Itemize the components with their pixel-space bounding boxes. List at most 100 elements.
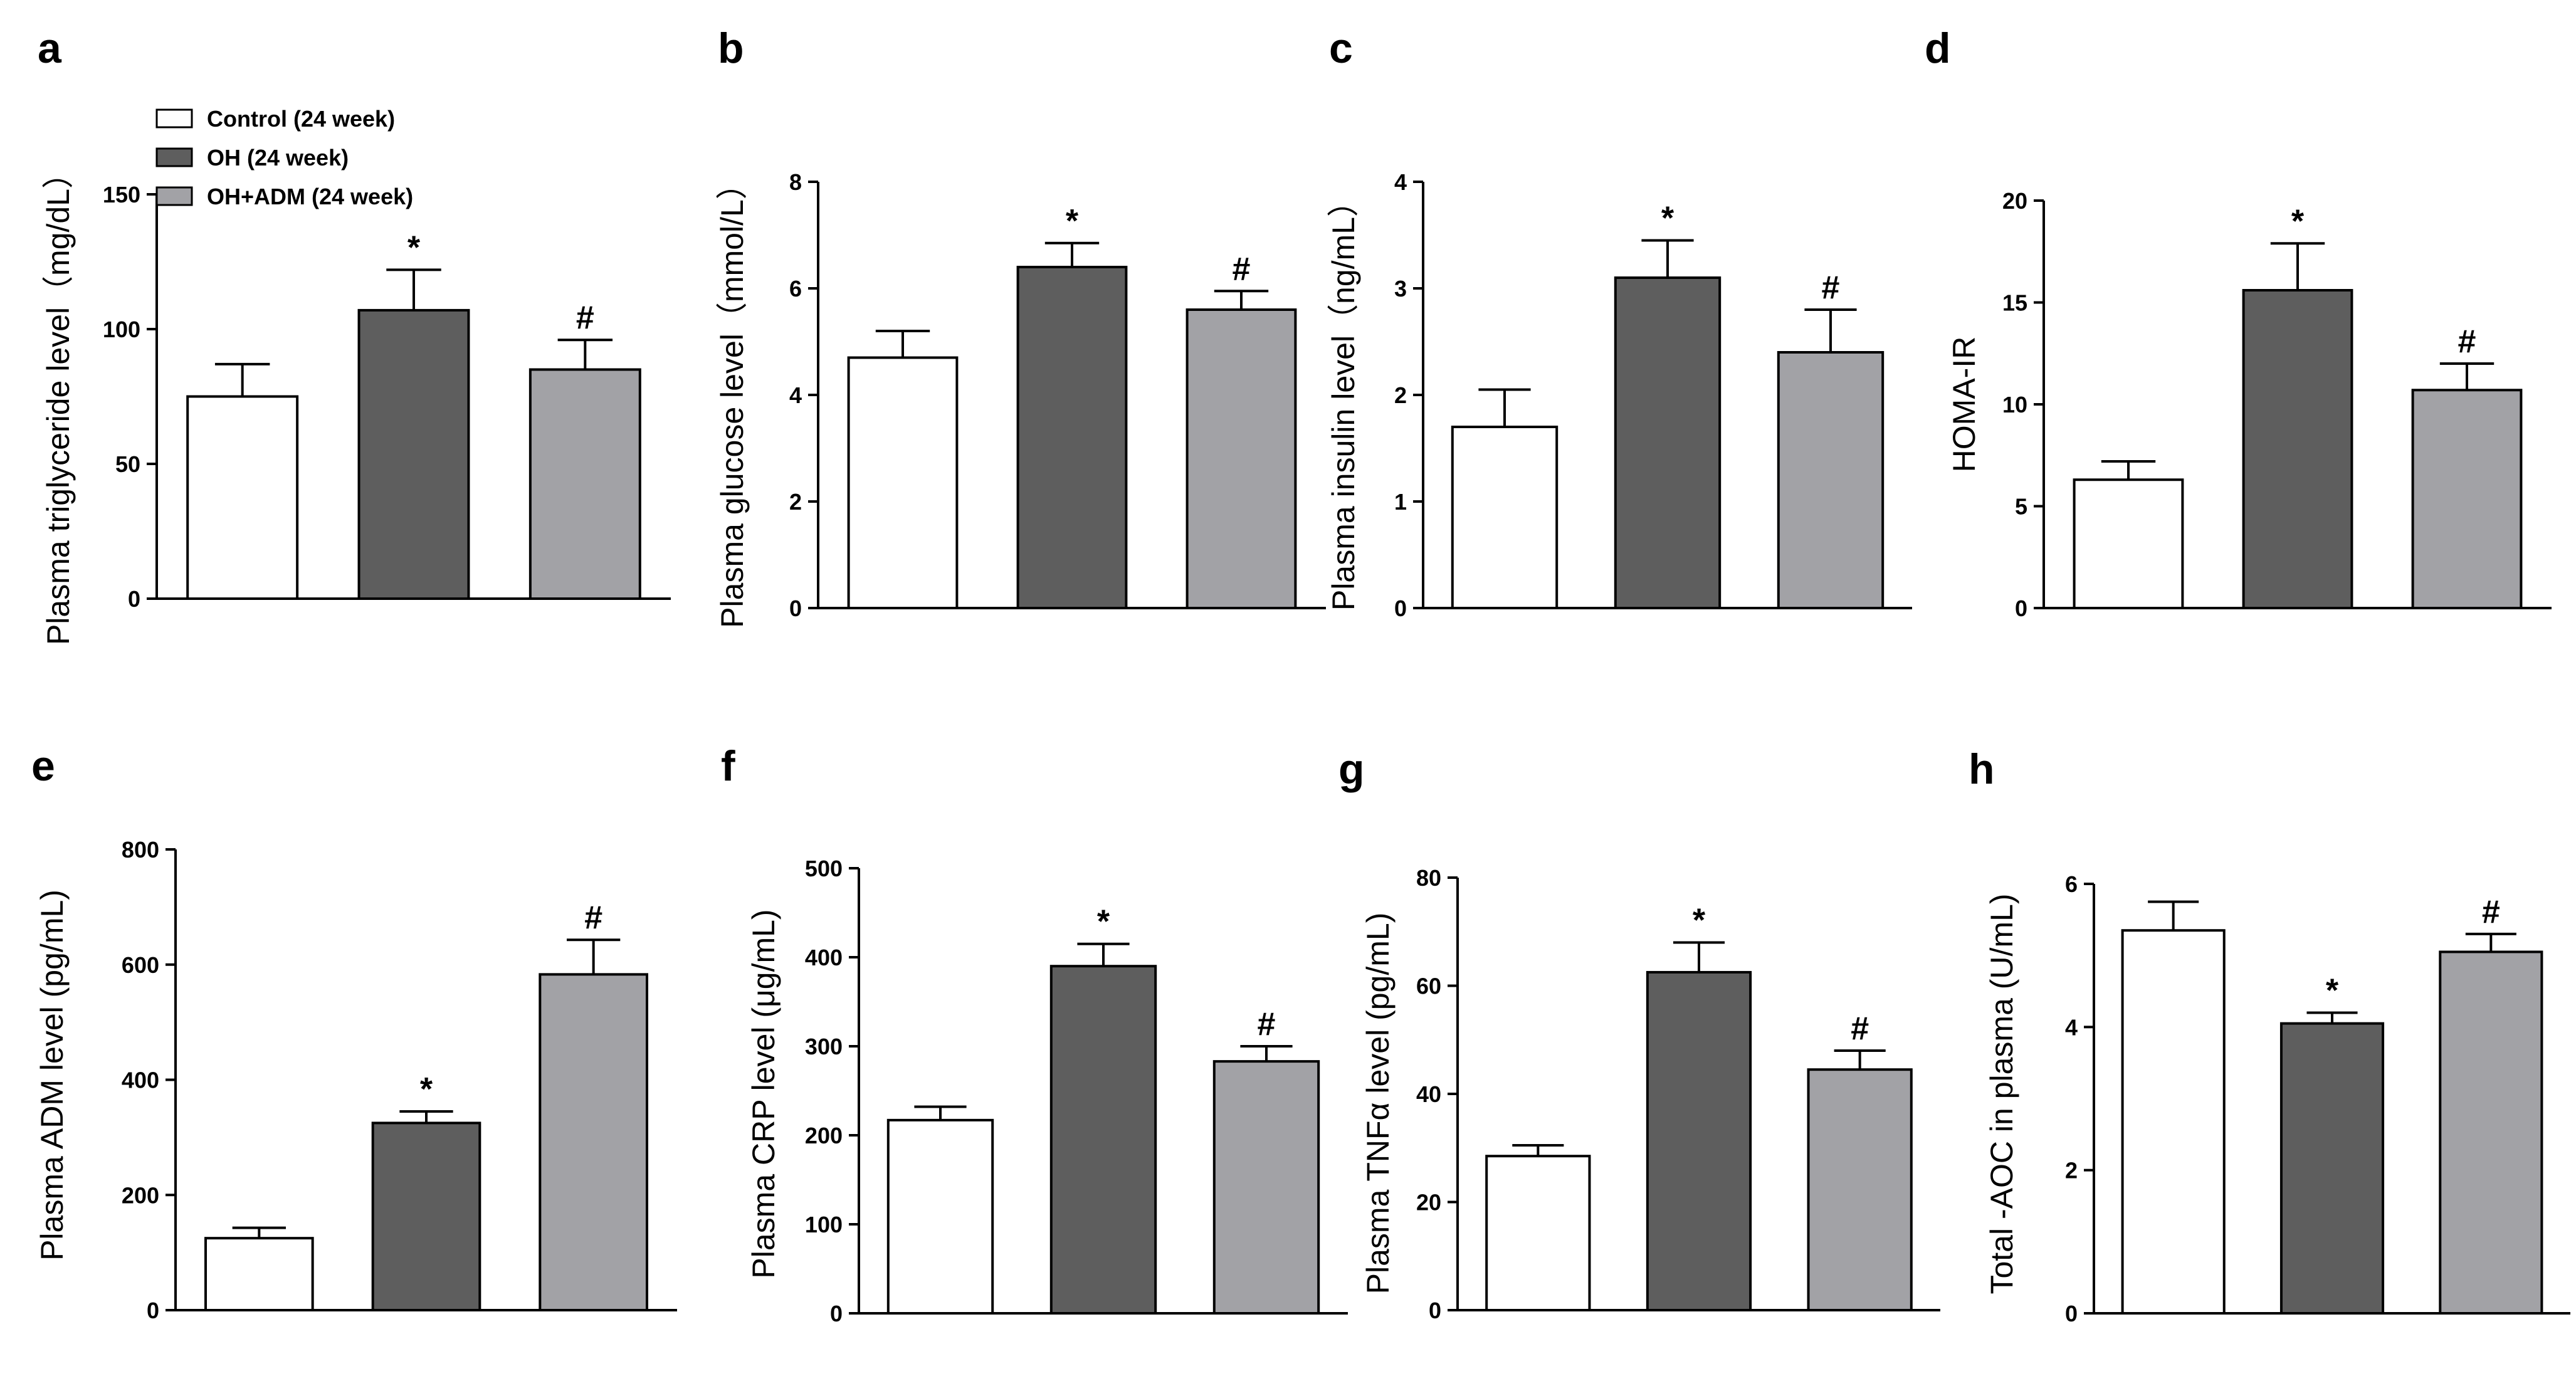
y-tick-label: 6 [2065, 871, 2078, 897]
y-axis-title: Total -AOC in plasma (U/mL) [1984, 893, 2019, 1294]
plot-area: 0 50 100 150 * # [103, 182, 671, 612]
panel-f: f Plasma CRP level (μg/mL) 0 100 200 300 400… [721, 742, 1348, 1326]
y-tick-label: 800 [122, 837, 159, 863]
bar [2073, 478, 2184, 609]
y-tick-label: 2 [1394, 382, 1407, 408]
y-tick-label: 1 [1394, 489, 1407, 515]
significance-label: # [2458, 323, 2476, 360]
y-tick-label: 0 [1394, 596, 1407, 621]
significance-label: * [2291, 203, 2305, 239]
y-tick-label: 0 [1429, 1298, 1441, 1323]
legend-item: Control (24 week) [155, 106, 395, 132]
y-tick-label: 0 [147, 1298, 159, 1323]
y-tick-label: 150 [103, 182, 140, 207]
y-tick-label: 300 [805, 1034, 843, 1059]
y-tick-label: 600 [122, 952, 159, 978]
panel-letter: b [718, 24, 744, 72]
panel-c: c Plasma insulin level（ng/mL） 0 1 2 3 4 * # [1326, 24, 1912, 621]
y-tick-label: 2 [2065, 1158, 2078, 1184]
y-axis-title: Plasma ADM level (pg/mL) [34, 890, 70, 1261]
significance-label: * [1693, 903, 1706, 939]
bar [886, 1118, 994, 1315]
plot-area: 0 100 200 300 400 500 * # [805, 856, 1348, 1326]
legend-swatch [155, 108, 193, 129]
bar [2411, 389, 2523, 609]
bar [371, 1121, 481, 1311]
y-axis-title: Plasma CRP level (μg/mL) [746, 909, 781, 1278]
bar [2279, 1022, 2385, 1315]
significance-label: # [1233, 251, 1251, 287]
significance-label: * [2326, 973, 2339, 1009]
y-tick-label: 10 [2002, 392, 2027, 417]
legend-swatch [155, 147, 193, 167]
bar [2242, 289, 2353, 609]
y-tick-label: 200 [122, 1182, 159, 1208]
significance-label: # [584, 900, 602, 936]
legend-item: OH (24 week) [155, 145, 349, 171]
y-tick-label: 0 [128, 586, 140, 612]
y-tick-label: 40 [1416, 1081, 1441, 1107]
panel-letter: f [721, 742, 735, 790]
bar [847, 356, 959, 609]
legend: Control (24 week) OH (24 week) OH+ADM (2… [155, 106, 413, 209]
significance-label: * [420, 1071, 433, 1108]
bar [1185, 308, 1297, 609]
y-tick-label: 200 [805, 1123, 843, 1148]
panel-letter: c [1329, 24, 1353, 72]
plot-area: 0 200 400 600 800 * # [122, 837, 677, 1323]
panel-g: g Plasma TNFα level (pg/mL) 0 20 40 60 80 * # [1338, 745, 1940, 1323]
y-tick-label: 4 [1394, 169, 1407, 195]
significance-label: * [1661, 201, 1674, 237]
bar [1212, 1060, 1320, 1315]
plot-area: 0 5 10 15 20 * # [2002, 188, 2552, 621]
plot-area: 0 20 40 60 80 * # [1416, 865, 1940, 1323]
plot-area: 0 1 2 3 4 * # [1394, 169, 1912, 621]
significance-label: * [1097, 904, 1110, 940]
legend-swatch [155, 186, 193, 206]
y-tick-label: 0 [789, 596, 802, 621]
y-axis-title: Plasma triglyceride level（mg/dL） [41, 157, 76, 645]
y-tick-label: 5 [2015, 494, 2027, 520]
bar [2121, 929, 2226, 1315]
panel-letter: h [1969, 745, 1995, 793]
y-tick-label: 0 [2065, 1301, 2078, 1326]
y-tick-label: 100 [805, 1212, 843, 1237]
significance-label: # [576, 300, 594, 336]
panel-h: h Total -AOC in plasma (U/mL) 0 2 4 6 * # [1969, 745, 2570, 1326]
legend-label: Control (24 week) [207, 106, 395, 132]
bar [1485, 1155, 1591, 1311]
y-tick-label: 400 [805, 945, 843, 970]
bar [204, 1237, 314, 1311]
plot-area: 0 2 4 6 * # [2065, 871, 2570, 1326]
y-tick-label: 0 [830, 1301, 843, 1326]
panel-letter: d [1925, 24, 1951, 72]
panel-d: d HOMA-IR 0 5 10 15 20 * # [1925, 24, 2552, 621]
bar [186, 395, 299, 600]
panel-e: e Plasma ADM level (pg/mL) 0 200 400 600 800… [31, 742, 677, 1323]
y-axis-title: Plasma glucose level（mmol/L） [715, 168, 750, 628]
bar [1049, 965, 1157, 1315]
y-tick-label: 20 [1416, 1190, 1441, 1216]
bar [1807, 1068, 1913, 1311]
bar [528, 368, 641, 600]
legend-item: OH+ADM (24 week) [155, 184, 413, 209]
plot-area: 0 2 4 6 8 * # [789, 169, 1326, 621]
y-tick-label: 8 [789, 169, 802, 195]
bar [1451, 426, 1559, 609]
legend-label: OH (24 week) [207, 145, 349, 171]
bar [1646, 970, 1752, 1311]
y-tick-label: 500 [805, 856, 843, 881]
significance-label: # [1258, 1006, 1276, 1042]
y-tick-label: 0 [2015, 596, 2027, 621]
panel-b: b Plasma glucose level（mmol/L） 0 2 4 6 8 * # [715, 24, 1326, 628]
y-tick-label: 4 [2065, 1014, 2078, 1040]
y-tick-label: 4 [789, 382, 802, 408]
significance-label: * [407, 229, 421, 266]
y-tick-label: 60 [1416, 974, 1441, 999]
y-axis-title: Plasma TNFα level (pg/mL) [1360, 913, 1396, 1294]
y-tick-label: 2 [789, 489, 802, 515]
significance-label: # [1822, 270, 1840, 306]
significance-label: * [1066, 203, 1079, 239]
y-tick-label: 80 [1416, 865, 1441, 891]
